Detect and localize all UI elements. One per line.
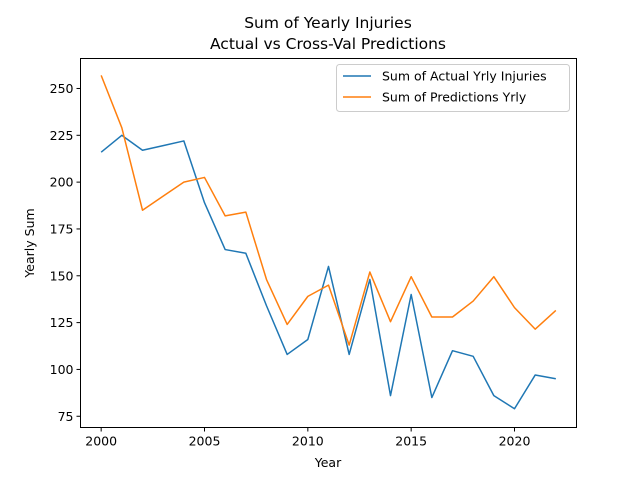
y-tick-label: 225 [50,128,74,143]
x-axis-label: Year [314,455,342,470]
chart-title: Sum of Yearly Injuries [244,14,412,32]
y-axis-ticks: 75 100 125 150 175 200 225 250 [50,81,81,424]
series-line-sum-of-actual-yrly-injuries [100,134,556,410]
series-line-sum-of-predictions-yrly [100,75,557,346]
x-tick-label: 2015 [395,434,427,449]
y-tick-label: 100 [50,362,74,377]
x-tick-label: 2020 [499,434,531,449]
x-axis-ticks: 2000 2005 2010 2015 2020 [85,427,531,449]
y-axis-label: Yearly Sum [22,208,37,278]
y-tick-label: 125 [50,315,74,330]
chart-subtitle: Actual vs Cross-Val Predictions [210,35,446,53]
series-layer [100,75,557,410]
legend-label-predictions: Sum of Predictions Yrly [382,90,527,105]
legend: Sum of Actual Yrly Injuries Sum of Predi… [336,64,570,112]
legend-label-actual: Sum of Actual Yrly Injuries [382,69,547,84]
y-tick-label: 150 [50,268,74,283]
legend-box [336,64,570,112]
plot-frame [80,58,577,428]
x-tick-label: 2010 [292,434,324,449]
x-tick-label: 2005 [189,434,221,449]
y-tick-label: 175 [50,221,74,236]
x-tick-label: 2000 [85,434,117,449]
y-tick-label: 250 [50,81,74,96]
y-tick-label: 200 [50,175,74,190]
y-tick-label: 75 [58,409,74,424]
